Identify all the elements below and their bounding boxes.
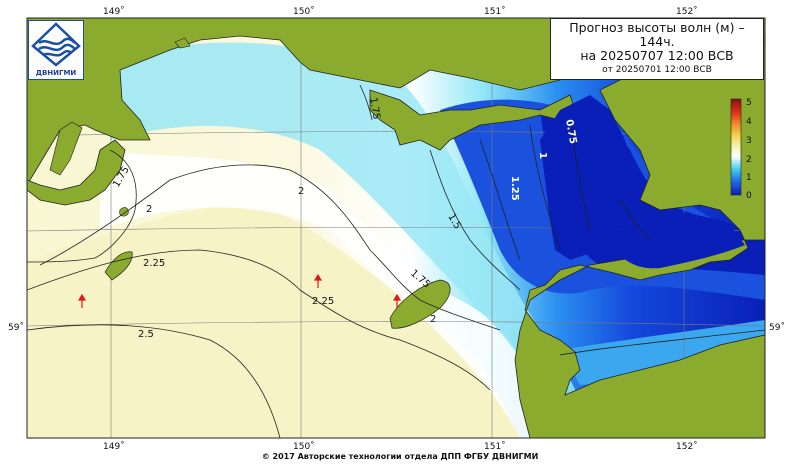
title-line-4: от 20250701 12:00 ВСВ (602, 65, 712, 75)
islet-north (174, 37, 191, 49)
iso-label-top-175: 1.75 (367, 97, 382, 121)
top-tick-152: 152˚ (676, 6, 698, 17)
cbar-label-3: 3 (746, 136, 752, 146)
iso-label-mid-225: 2.25 (312, 296, 334, 307)
top-tick-149: 149˚ (103, 6, 125, 17)
iso-label-mid-2: 2 (298, 186, 304, 197)
logo-text: ДВНИГМИ (35, 69, 77, 77)
bottom-tick-149: 149˚ (103, 441, 125, 452)
iso-label-west-2: 2 (146, 204, 152, 215)
top-tick-151: 151˚ (484, 6, 506, 17)
iso-label-e-125: 1.25 (509, 176, 520, 201)
map-frame (26, 17, 766, 439)
west-peninsula (27, 139, 126, 206)
left-tick-59: 59˚ (8, 322, 24, 333)
cbar-label-0: 0 (746, 191, 752, 201)
islet-west-small (119, 207, 129, 217)
right-tick-59: 59˚ (769, 322, 785, 333)
central-peninsula (369, 89, 576, 151)
cbar-label-5: 5 (746, 98, 752, 108)
white-band (100, 150, 560, 438)
island-central (389, 279, 451, 329)
bottom-tick-151: 151˚ (484, 441, 506, 452)
colorbar (730, 98, 742, 196)
iso-label-west-225: 2.25 (143, 258, 165, 269)
cbar-label-4: 4 (746, 117, 752, 127)
cbar-label-2: 2 (746, 155, 752, 165)
east-inner-bay (540, 95, 635, 260)
title-line-2: 144ч. (639, 34, 675, 49)
cbar-label-1: 1 (746, 173, 752, 183)
title-line-1: Прогноз высоты волн (м) – (569, 20, 745, 35)
iso-label-e-1: 1 (537, 152, 548, 159)
top-tick-150: 150˚ (293, 6, 315, 17)
calm-zone (27, 204, 520, 438)
forecast-title-box: Прогноз высоты волн (м) – 144ч. на 20250… (550, 18, 764, 80)
iso-label-s-25: 2.5 (138, 329, 154, 340)
isolines (27, 84, 765, 438)
wind-arrows (77, 273, 402, 308)
east-bay-2 (615, 205, 745, 269)
title-line-3: на 20250707 12:00 ВСВ (580, 48, 734, 63)
iso-label-e-075: 0.75 (563, 119, 578, 145)
dvnigmi-logo: ДВНИГМИ (28, 20, 84, 80)
iso-label-se-2: 2 (430, 314, 436, 325)
copyright-footer: © 2017 Авторские технологии отдела ДПП Ф… (261, 452, 539, 461)
bottom-tick-152: 152˚ (676, 441, 698, 452)
west-bay-land (49, 121, 83, 176)
bottom-tick-150: 150˚ (293, 441, 315, 452)
logo-emblem-icon (31, 22, 81, 67)
